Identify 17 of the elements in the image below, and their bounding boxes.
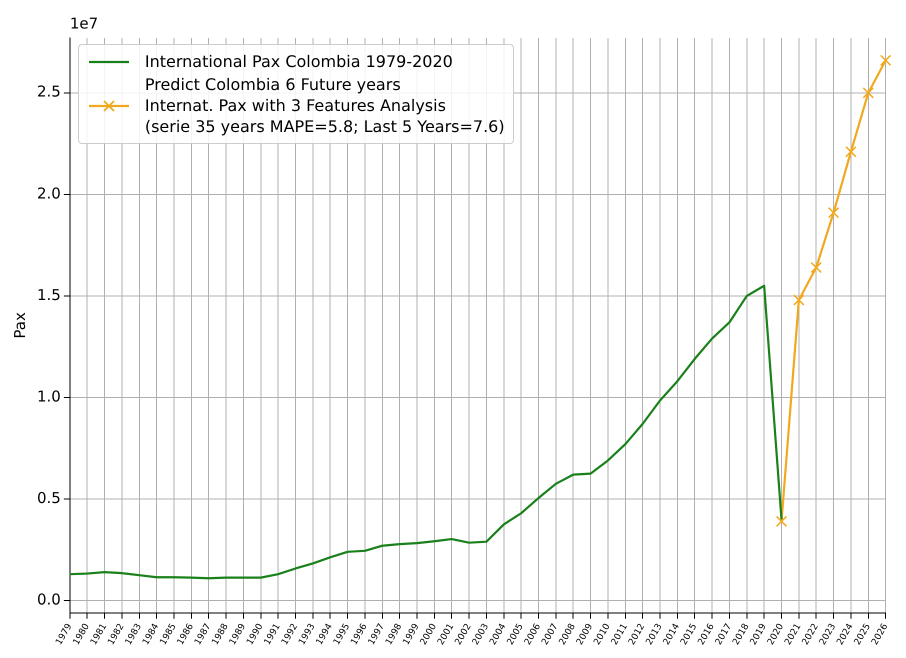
point	[793, 294, 805, 306]
y-tick-label: 1.0	[36, 387, 61, 406]
y-axis-title: Pax	[10, 312, 29, 339]
y-tick-label: 0.5	[36, 488, 61, 507]
y-tick-label: 2.0	[36, 184, 61, 202]
legend-label: Predict Colombia 6 Future years Internat. Pax with 3 Features Analysis (serie 35 years MAPE=5.8; Last 5 Years=7.6)	[144, 74, 505, 137]
point	[880, 54, 892, 66]
point	[828, 206, 840, 218]
legend-label: International Pax Colombia 1979-2020	[144, 51, 453, 72]
y-tick-label: 1.5	[36, 286, 61, 304]
text: 1e7	[70, 14, 98, 32]
y-tick-label: 0.0	[36, 590, 61, 608]
point	[845, 146, 857, 158]
point	[776, 516, 788, 528]
point	[810, 262, 822, 274]
y-tick-label: 2.5	[36, 82, 61, 101]
point	[862, 87, 874, 99]
